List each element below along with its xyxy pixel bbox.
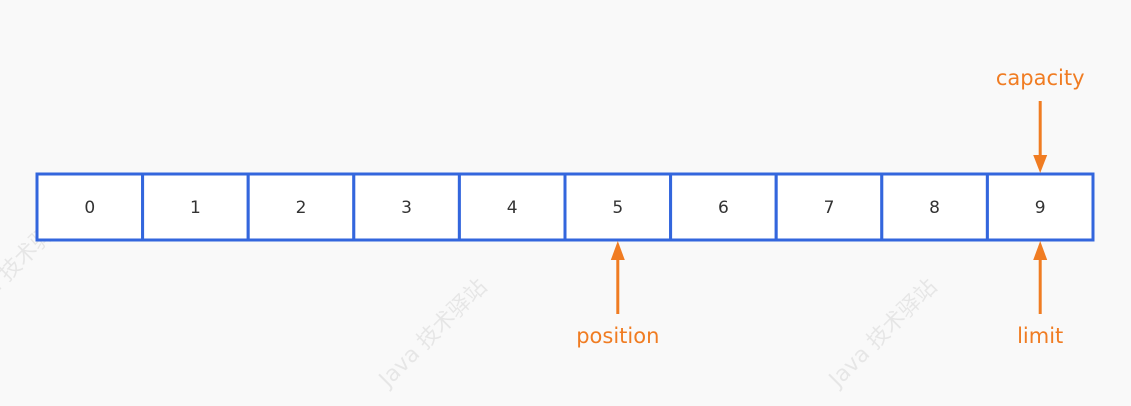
buffer-cell: 8 bbox=[880, 172, 989, 242]
cell-index-label: 8 bbox=[929, 198, 940, 218]
cell-index-label: 3 bbox=[401, 198, 412, 218]
pointer-label: limit bbox=[1017, 324, 1063, 348]
pointer-arrow-head bbox=[1033, 155, 1048, 173]
buffer-cell: 4 bbox=[457, 172, 567, 242]
cell-index-label: 1 bbox=[190, 198, 201, 218]
buffer-cell: 0 bbox=[35, 172, 145, 242]
cell-index-label: 6 bbox=[718, 198, 729, 218]
cell-index-label: 4 bbox=[507, 198, 518, 218]
buffer-cell: 9 bbox=[985, 172, 1095, 242]
cell-box bbox=[669, 172, 778, 242]
buffer-cell: 3 bbox=[352, 172, 461, 242]
cell-box bbox=[141, 172, 250, 242]
cell-box bbox=[880, 172, 989, 242]
buffer-cell: 5 bbox=[563, 172, 673, 242]
pointer-limit: limit bbox=[1017, 241, 1063, 348]
pointer-arrow-head bbox=[1033, 241, 1048, 260]
pointer-position: position bbox=[576, 241, 659, 348]
pointer-capacity: capacity bbox=[996, 66, 1085, 173]
pointer-label: capacity bbox=[996, 66, 1085, 90]
buffer-cell: 1 bbox=[141, 172, 250, 242]
cell-box bbox=[457, 172, 567, 242]
buffer-cell: 6 bbox=[669, 172, 778, 242]
pointer-arrow-head bbox=[610, 241, 625, 260]
cell-index-label: 0 bbox=[84, 198, 95, 218]
watermark-3: Java 技术驿站 bbox=[823, 275, 942, 394]
buffer-cell: 2 bbox=[246, 172, 356, 242]
buffer-cell: 7 bbox=[774, 172, 884, 242]
cell-box bbox=[985, 172, 1095, 242]
cell-index-label: 5 bbox=[612, 198, 623, 218]
cell-index-label: 2 bbox=[296, 198, 307, 218]
buffer-cells: 0 1 2 3 4 5 6 7 8 9 bbox=[35, 172, 1095, 242]
cell-index-label: 9 bbox=[1035, 198, 1046, 218]
cell-box bbox=[246, 172, 356, 242]
cell-box bbox=[563, 172, 673, 242]
pointer-label: position bbox=[576, 324, 659, 348]
cell-box bbox=[352, 172, 461, 242]
buffer-pointers: capacity position limit bbox=[576, 66, 1084, 348]
cell-index-label: 7 bbox=[824, 198, 835, 218]
watermark-2: Java 技术驿站 bbox=[373, 275, 492, 394]
